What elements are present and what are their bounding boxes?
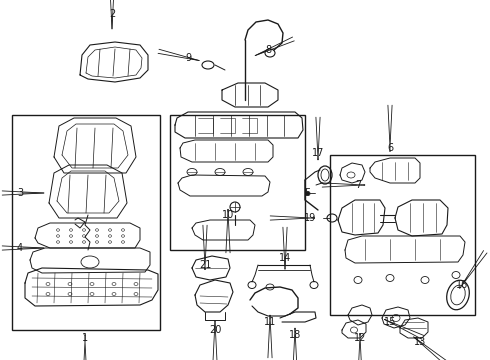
- Text: 5: 5: [304, 188, 310, 198]
- Text: 1: 1: [82, 333, 88, 343]
- Text: 14: 14: [279, 253, 291, 263]
- Text: 18: 18: [289, 330, 301, 340]
- Text: 7: 7: [355, 180, 361, 190]
- Text: 13: 13: [414, 337, 426, 347]
- Text: 2: 2: [109, 9, 115, 19]
- Bar: [170, 115, 305, 250]
- Text: 20: 20: [209, 325, 221, 335]
- Bar: [12, 115, 160, 330]
- Text: 8: 8: [265, 45, 271, 55]
- Text: 4: 4: [17, 243, 23, 253]
- Text: 6: 6: [387, 143, 393, 153]
- Text: 17: 17: [312, 148, 324, 158]
- Text: 11: 11: [264, 317, 276, 327]
- Text: 21: 21: [199, 260, 211, 270]
- Text: 9: 9: [185, 53, 191, 63]
- Text: 19: 19: [304, 213, 316, 223]
- Bar: [330, 155, 475, 315]
- Text: 10: 10: [222, 210, 234, 220]
- Text: 16: 16: [456, 280, 468, 290]
- Text: 3: 3: [17, 188, 23, 198]
- Text: 15: 15: [384, 317, 396, 327]
- Text: 12: 12: [354, 333, 366, 343]
